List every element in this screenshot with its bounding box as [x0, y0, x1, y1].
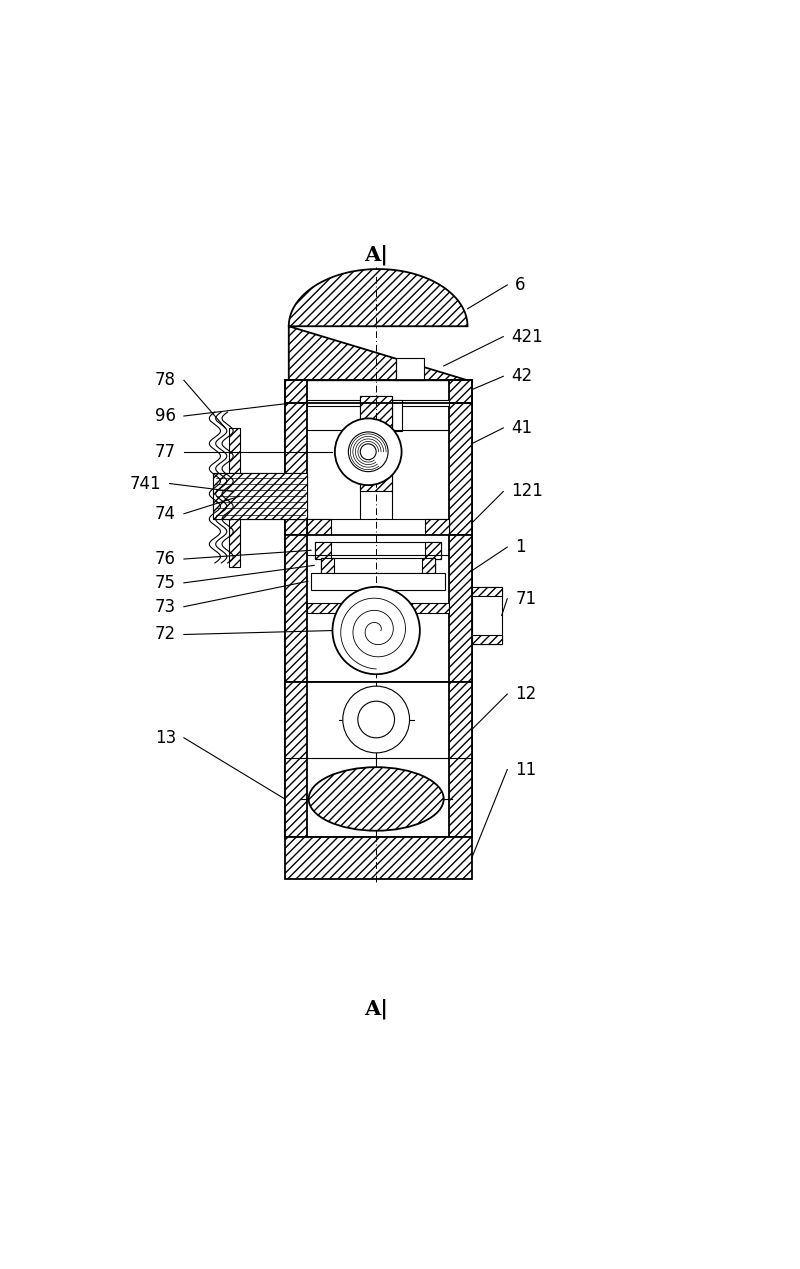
Bar	[471, 634, 502, 645]
Text: 11: 11	[515, 760, 537, 779]
Bar	[471, 586, 502, 645]
Circle shape	[333, 586, 420, 674]
Bar	[285, 381, 307, 402]
Bar	[285, 402, 307, 536]
Bar	[322, 558, 334, 574]
Bar	[360, 472, 392, 491]
Bar	[285, 536, 307, 683]
Bar	[392, 400, 402, 431]
Bar	[307, 603, 450, 613]
Text: 13: 13	[154, 728, 176, 746]
Text: 421: 421	[511, 327, 543, 345]
Bar	[450, 536, 471, 683]
Text: 78: 78	[155, 372, 176, 390]
Text: 121: 121	[511, 482, 543, 500]
Text: A|: A|	[364, 999, 388, 1019]
Ellipse shape	[309, 768, 444, 831]
Bar	[285, 402, 471, 536]
Bar	[322, 558, 435, 574]
Circle shape	[348, 431, 388, 472]
Text: 74: 74	[155, 505, 176, 523]
Bar	[471, 586, 502, 596]
Bar	[426, 519, 450, 586]
Text: 96: 96	[155, 407, 176, 425]
Bar	[396, 358, 424, 381]
Text: 1: 1	[515, 538, 526, 556]
Bar	[315, 542, 442, 560]
Text: 71: 71	[515, 590, 536, 608]
Bar	[450, 402, 471, 536]
Circle shape	[358, 702, 394, 737]
Text: 6: 6	[515, 275, 526, 294]
Bar	[315, 542, 331, 560]
Text: A|: A|	[364, 245, 388, 265]
Bar	[307, 400, 450, 406]
Text: 76: 76	[155, 549, 176, 569]
Bar	[285, 838, 471, 879]
Bar	[285, 683, 307, 838]
Bar	[214, 473, 307, 519]
Bar	[307, 585, 450, 595]
Bar	[307, 519, 331, 586]
Text: 741: 741	[130, 475, 162, 492]
Bar	[360, 396, 392, 683]
Bar	[422, 558, 435, 574]
Bar	[322, 561, 435, 582]
Text: 72: 72	[155, 626, 176, 643]
PathPatch shape	[289, 269, 467, 381]
Text: 73: 73	[155, 598, 176, 615]
Bar	[214, 473, 307, 519]
Text: 77: 77	[155, 443, 176, 461]
Text: 12: 12	[515, 685, 537, 703]
Bar	[229, 428, 239, 567]
Bar	[285, 536, 471, 683]
Text: 41: 41	[511, 419, 532, 437]
Bar	[450, 381, 471, 402]
Bar	[450, 683, 471, 838]
Circle shape	[342, 687, 410, 753]
Bar	[311, 572, 446, 590]
Circle shape	[360, 444, 376, 459]
Bar	[426, 542, 442, 560]
Bar	[360, 396, 392, 428]
Circle shape	[335, 419, 402, 485]
Bar	[285, 683, 471, 838]
Bar	[307, 519, 450, 586]
Text: 42: 42	[511, 367, 532, 386]
Text: 75: 75	[155, 574, 176, 591]
